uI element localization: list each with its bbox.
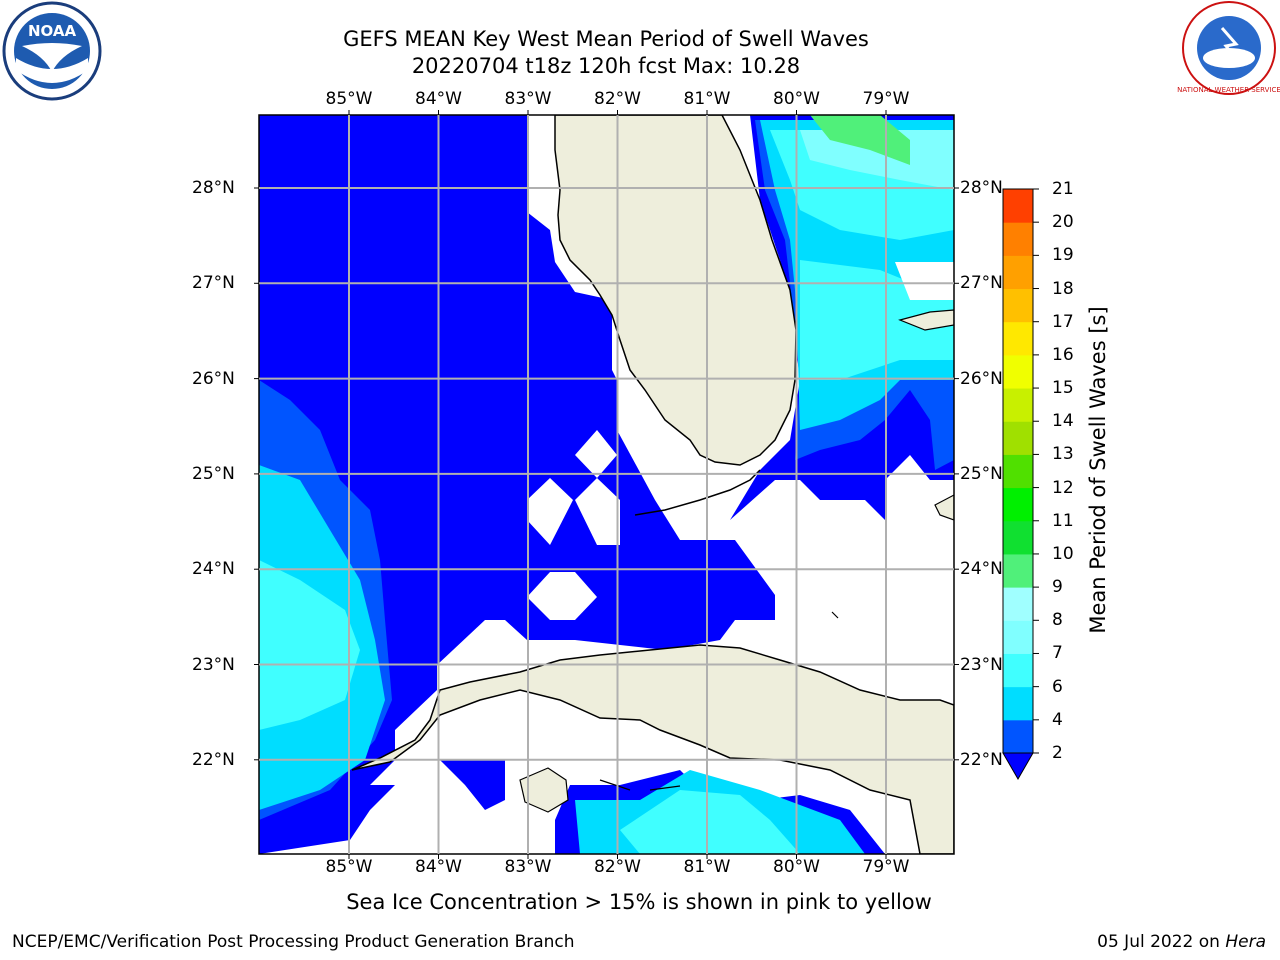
colorbar-tick-label: 16 — [1052, 344, 1074, 365]
colorbar-segment — [1003, 454, 1033, 489]
colorbar-tick-label: 20 — [1052, 212, 1074, 233]
lon-label-bottom: 84°W — [415, 857, 462, 877]
cuba-landmass — [351, 644, 954, 854]
nws-logo-icon: NATIONAL WEATHER SERVICE — [1177, 1, 1280, 95]
colorbar-segment — [1003, 620, 1033, 654]
colorbar-tick-label: 15 — [1052, 378, 1074, 399]
lat-label-right: 27°N — [960, 273, 1003, 294]
lat-label-right: 28°N — [960, 178, 1003, 198]
noaa-logo-text: NOAA — [28, 22, 77, 40]
colorbar-tick-label: 17 — [1052, 311, 1074, 332]
lat-label-right: 25°N — [960, 463, 1003, 484]
colorbar-tick-label: 9 — [1052, 577, 1063, 598]
florida-landmass — [554, 115, 797, 466]
lat-label-right: 23°N — [960, 654, 1003, 675]
colorbar-tick-label: 6 — [1052, 676, 1063, 697]
colorbar-segment — [1003, 520, 1033, 555]
chart-subtitle: 20220704 t18z 120h fcst Max: 10.28 — [411, 54, 801, 78]
colorbar-tick-label: 21 — [1052, 179, 1074, 199]
lat-label-left: 25°N — [192, 463, 235, 484]
credit-date-text: 05 Jul 2022 on — [1097, 932, 1220, 952]
colorbar-segment — [1003, 719, 1033, 754]
colorbar-segment — [1003, 587, 1033, 621]
lon-label-bottom: 82°W — [594, 857, 641, 877]
lon-label-bottom: 79°W — [862, 857, 910, 877]
colorbar-segment — [1003, 388, 1033, 422]
colorbar-frame — [1002, 188, 1034, 754]
credit-host: Hera — [1225, 932, 1266, 952]
colorbar-tick-label: 7 — [1052, 643, 1063, 664]
lat-label-left: 24°N — [192, 559, 235, 580]
lat-label-left: 23°N — [192, 654, 235, 675]
colorbar-tick-label: 2 — [1052, 743, 1063, 763]
lat-label-left: 22°N — [192, 749, 235, 770]
colorbar-tick-label: 8 — [1052, 610, 1063, 631]
lon-label-bottom: 83°W — [504, 857, 552, 877]
nws-logo-text: NATIONAL WEATHER SERVICE — [1177, 86, 1280, 94]
colorbar-segment — [1003, 321, 1033, 356]
colorbar-segment — [1003, 255, 1033, 290]
lon-label-bottom: 85°W — [325, 857, 373, 877]
lat-label-right: 22°N — [960, 749, 1003, 770]
credit-date: 05 Jul 2022 on Hera — [1097, 932, 1266, 952]
colorbar-segment — [1003, 421, 1033, 455]
colorbar-segment — [1003, 354, 1033, 389]
lon-label-top: 79°W — [862, 89, 910, 109]
colorbar-segment — [1003, 189, 1033, 223]
graticule — [259, 115, 954, 854]
lat-label-right: 24°N — [960, 559, 1003, 580]
colorbar-segment — [1003, 222, 1033, 256]
lat-label-left: 27°N — [192, 273, 235, 294]
lon-label-top: 80°W — [773, 89, 820, 109]
map-frame — [258, 114, 955, 855]
colorbar-tick-label: 18 — [1052, 278, 1074, 299]
colorbar-tick-label: 11 — [1052, 510, 1074, 531]
colorbar-segment — [1003, 288, 1033, 323]
noaa-logo-icon: NOAA — [2, 1, 102, 101]
lon-label-top: 81°W — [683, 89, 731, 109]
credit-branch: NCEP/EMC/Verification Post Processing Pr… — [12, 932, 575, 952]
colorbar-tick-label: 19 — [1052, 245, 1074, 266]
lon-label-top: 84°W — [415, 89, 462, 109]
colorbar-tick-label: 13 — [1052, 444, 1074, 465]
lon-label-top: 85°W — [325, 89, 373, 109]
colorbar-label: Mean Period of Swell Waves [s] — [1086, 306, 1110, 634]
colorbar-under-triangle — [1002, 752, 1034, 781]
colorbar-segment — [1003, 653, 1033, 688]
colorbar-tick-label: 10 — [1052, 543, 1074, 564]
colorbar-segment — [1003, 553, 1033, 588]
colorbar — [1002, 188, 1039, 781]
lon-label-bottom: 80°W — [773, 857, 820, 877]
map-area — [259, 115, 954, 854]
colorbar-tick-label: 14 — [1052, 411, 1074, 432]
colorbar-tick-label: 4 — [1052, 709, 1063, 730]
colorbar-segment — [1003, 686, 1033, 721]
chart-title: GEFS MEAN Key West Mean Period of Swell … — [343, 27, 869, 51]
lat-label-right: 26°N — [960, 368, 1003, 389]
sea-ice-note: Sea Ice Concentration > 15% is shown in … — [346, 890, 932, 914]
lon-label-top: 83°W — [504, 89, 552, 109]
tick-marks — [254, 110, 959, 859]
lon-label-bottom: 81°W — [683, 857, 731, 877]
lon-label-top: 82°W — [594, 89, 641, 109]
lat-label-left: 28°N — [192, 178, 235, 198]
lat-label-left: 26°N — [192, 368, 235, 389]
colorbar-segment — [1003, 487, 1033, 522]
colorbar-tick-label: 12 — [1052, 477, 1074, 498]
